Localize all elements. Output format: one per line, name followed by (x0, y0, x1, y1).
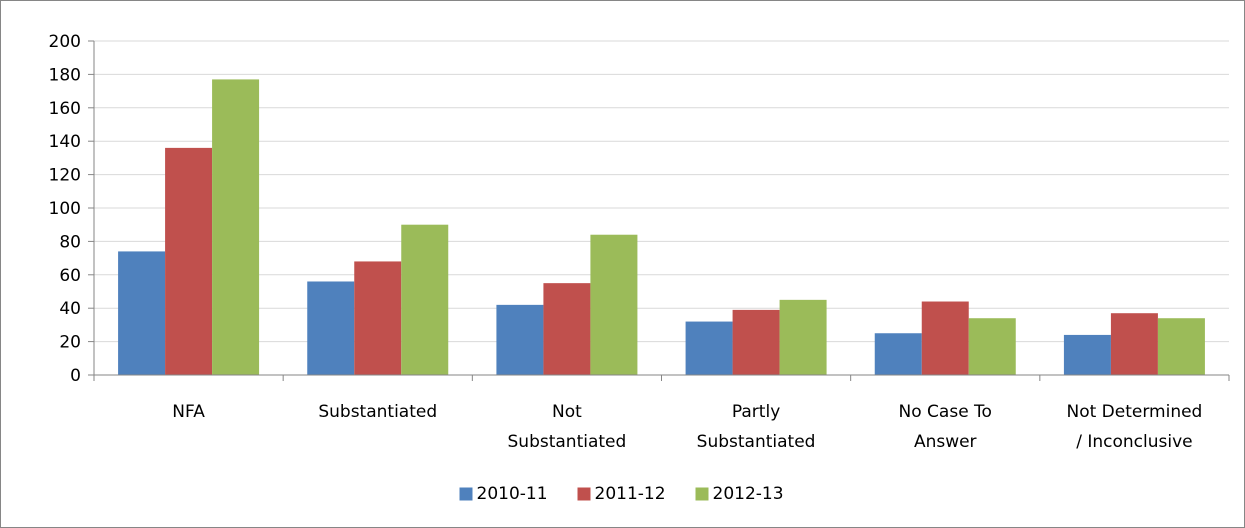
bar-2011-12-5 (921, 301, 969, 375)
x-category-label: Not Determined (1066, 402, 1202, 422)
y-tick-label: 120 (49, 166, 81, 186)
x-category-label: / Inconclusive (1076, 432, 1192, 452)
legend-swatch-2011-12 (577, 487, 591, 501)
bar-2011-12-2 (354, 261, 402, 375)
bar-2011-12-3 (543, 283, 591, 375)
legend-swatch-2012-13 (695, 487, 709, 501)
x-axis-category-labels: NFA Substantiated Not Substantiated Partly Su… (172, 402, 1202, 452)
bar-2011-12-1 (165, 147, 213, 375)
y-tick-label: 180 (49, 65, 81, 85)
x-category-label: NFA (172, 402, 205, 422)
bar-2012-13-6 (1157, 318, 1205, 375)
y-tick-label: 20 (59, 333, 81, 353)
bar-2011-12-4 (732, 309, 780, 375)
bar-2010-11-6 (1063, 334, 1111, 375)
bar-2012-13-4 (779, 299, 827, 375)
x-category-label: Partly (732, 402, 780, 422)
legend-label-2010-11: 2010-11 (477, 484, 548, 504)
legend: 2010-11 2011-12 2012-13 (459, 484, 784, 504)
y-axis-tick-labels: 0 20 40 60 80 100 120 140 160 180 200 (49, 32, 81, 386)
x-category-label: Substantiated (508, 432, 627, 452)
x-category-label: Not (552, 402, 582, 422)
bars (118, 79, 1205, 375)
bar-2010-11-1 (118, 251, 166, 375)
x-category-label: Substantiated (697, 432, 816, 452)
bar-2010-11-3 (496, 304, 544, 375)
x-category-label: Substantiated (318, 402, 437, 422)
bar-2012-13-1 (212, 79, 260, 375)
bar-2010-11-2 (307, 281, 355, 375)
legend-swatch-2010-11 (459, 487, 473, 501)
legend-label-2011-12: 2011-12 (595, 484, 666, 504)
y-tick-label: 100 (49, 199, 81, 219)
y-tick-label: 160 (49, 99, 81, 119)
y-tick-label: 140 (49, 132, 81, 152)
bar-2012-13-3 (590, 234, 638, 375)
bar-2012-13-5 (968, 318, 1016, 375)
bar-2010-11-4 (685, 321, 733, 375)
y-tick-label: 60 (59, 266, 81, 286)
gridlines (94, 40, 1229, 343)
x-category-label: No Case To (899, 402, 992, 422)
y-tick-label: 80 (59, 232, 81, 252)
bar-2010-11-5 (874, 333, 922, 375)
bar-2012-13-2 (401, 224, 449, 375)
x-category-label: Answer (914, 432, 977, 452)
y-tick-label: 40 (59, 299, 81, 319)
axes (88, 40, 1230, 381)
y-tick-label: 200 (49, 32, 81, 52)
y-tick-label: 0 (70, 366, 81, 386)
legend-label-2012-13: 2012-13 (713, 484, 784, 504)
bar-2011-12-6 (1110, 313, 1158, 375)
